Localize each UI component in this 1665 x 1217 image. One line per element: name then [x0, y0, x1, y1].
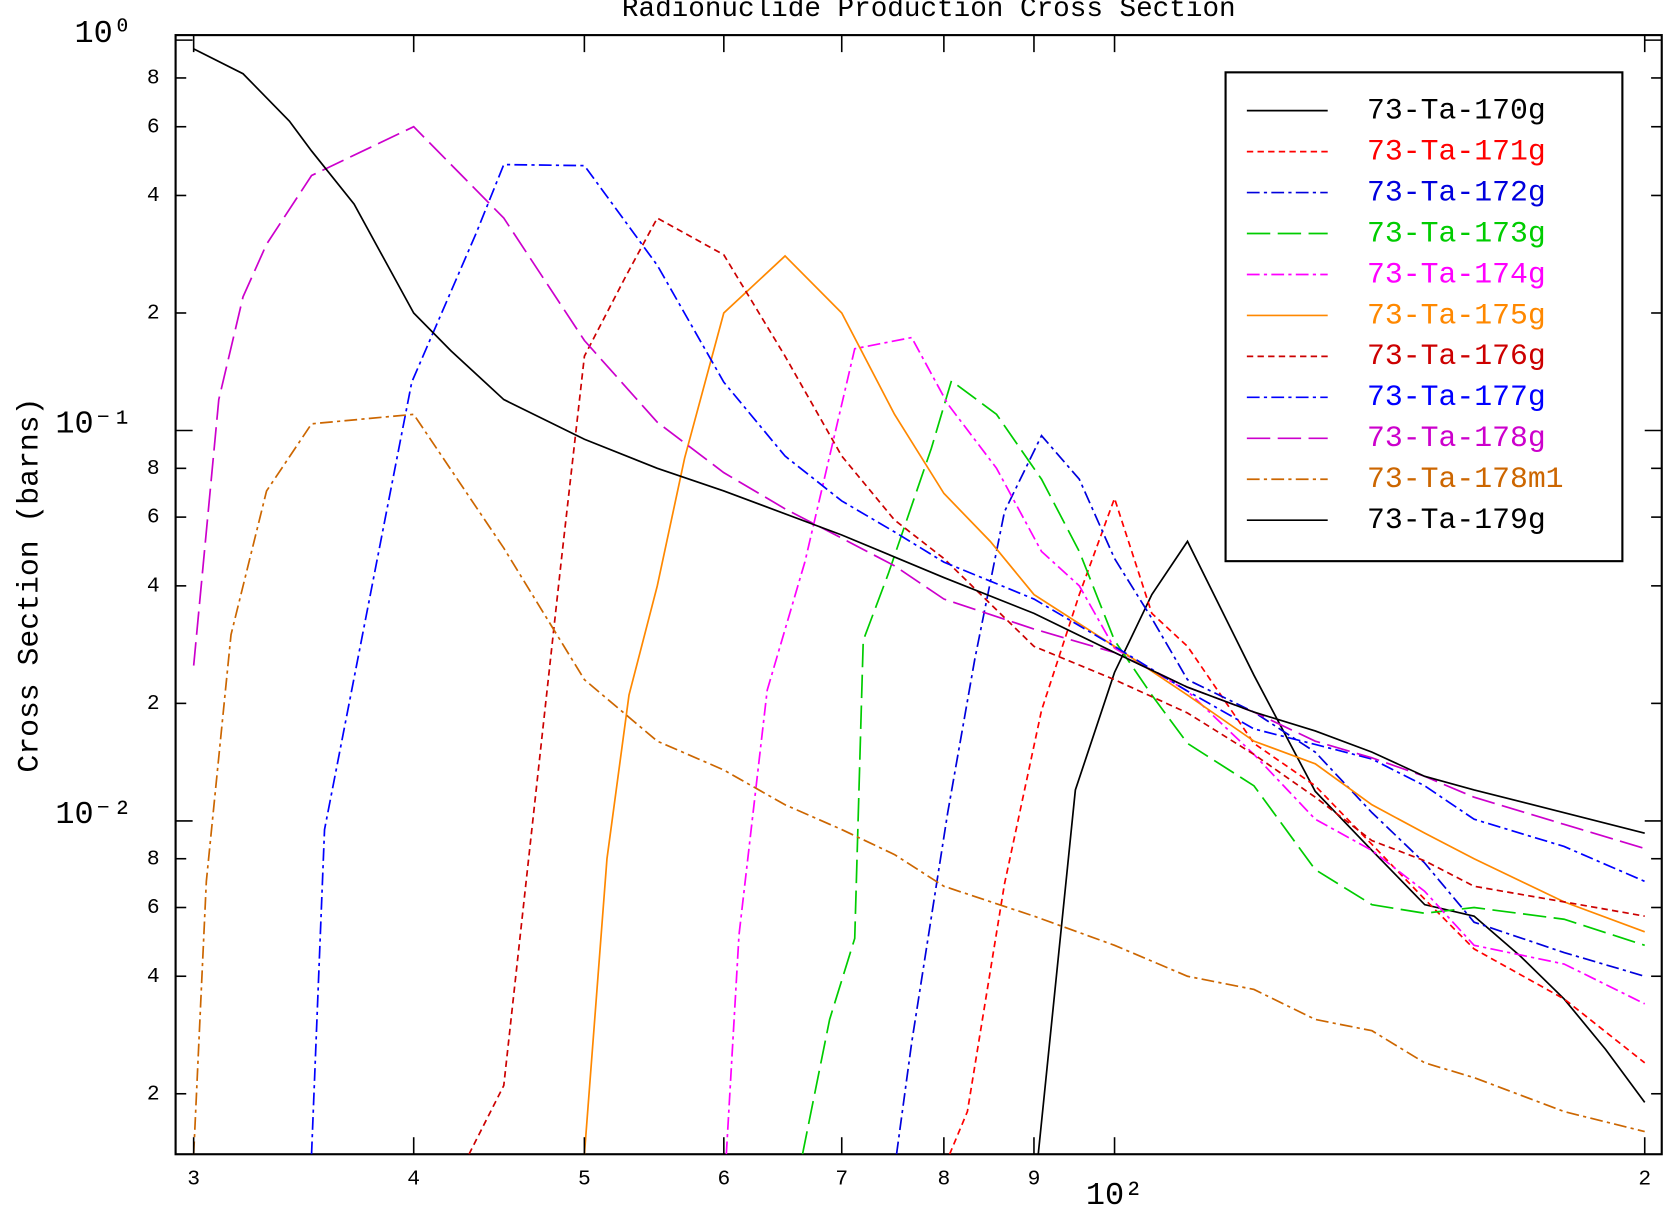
series-line — [948, 495, 1646, 1155]
y-tick-label: 2 — [147, 692, 160, 716]
y-axis-label: Cross Section (barns) — [13, 398, 47, 773]
plot-area — [192, 48, 1646, 1155]
legend-label: 73-Ta-176g — [1367, 339, 1546, 373]
series-line — [583, 254, 1646, 1155]
series-line — [1037, 539, 1646, 1155]
series-line — [468, 216, 1645, 1155]
x-tick-label: 3 — [187, 1167, 200, 1191]
series-line — [895, 434, 1645, 1155]
series-line — [310, 163, 1646, 1155]
legend-box — [1224, 71, 1624, 563]
y-tick-label: 6 — [147, 896, 160, 920]
x-tick-label: 4 — [407, 1167, 420, 1191]
x-tick-label: 7 — [835, 1167, 848, 1191]
legend-label: 73-Ta-171g — [1367, 134, 1546, 168]
legend-label: 73-Ta-175g — [1367, 298, 1546, 332]
y-tick-label: 4 — [147, 965, 160, 989]
y-tick-label: 8 — [147, 457, 160, 481]
y-tick-label: 8 — [147, 847, 160, 871]
legend-label: 73-Ta-170g — [1367, 93, 1546, 127]
chart-title: Radionuclide Production Cross Section — [622, 0, 1236, 25]
legend-label: 73-Ta-177g — [1367, 380, 1546, 414]
legend-label: 73-Ta-179g — [1367, 503, 1546, 537]
series-line — [801, 379, 1645, 1155]
legend-label: 73-Ta-172g — [1367, 175, 1546, 209]
y-tick-label: 2 — [147, 1082, 160, 1106]
y-tick-label: 10⁻¹ — [55, 406, 132, 443]
x-tick-label: 8 — [937, 1167, 950, 1191]
y-tick-label: 2 — [147, 302, 160, 326]
x-tick-label: 9 — [1028, 1167, 1041, 1191]
y-tick-label: 10⁻² — [55, 796, 132, 833]
series-line — [192, 125, 1645, 850]
x-tick-label: 10² — [1086, 1177, 1143, 1214]
legend-label: 73-Ta-174g — [1367, 257, 1546, 291]
plot-frame — [174, 34, 1663, 1156]
legend-label: 73-Ta-178g — [1367, 421, 1546, 455]
x-tick-label: 5 — [578, 1167, 591, 1191]
x-tick-label: 2 — [1638, 1167, 1651, 1191]
series-line — [192, 413, 1645, 1155]
y-tick-label: 8 — [147, 67, 160, 91]
y-tick-label: 10⁰ — [74, 15, 132, 52]
y-tick-label: 6 — [147, 506, 160, 530]
legend-label: 73-Ta-178m1 — [1367, 462, 1564, 496]
series-line — [725, 336, 1646, 1155]
x-tick-label: 6 — [717, 1167, 730, 1191]
y-tick-label: 6 — [147, 115, 160, 139]
y-tick-label: 4 — [147, 574, 160, 598]
series-line — [193, 48, 1645, 835]
y-tick-label: 4 — [147, 184, 160, 208]
legend-label: 73-Ta-173g — [1367, 216, 1546, 250]
